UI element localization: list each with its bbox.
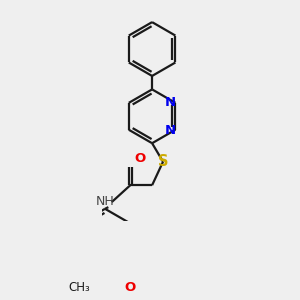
- Text: N: N: [164, 124, 175, 137]
- Text: S: S: [158, 154, 168, 169]
- Text: O: O: [135, 152, 146, 165]
- Text: CH₃: CH₃: [68, 280, 90, 293]
- Text: O: O: [124, 280, 136, 293]
- Text: N: N: [164, 95, 175, 109]
- Text: NH: NH: [96, 195, 114, 208]
